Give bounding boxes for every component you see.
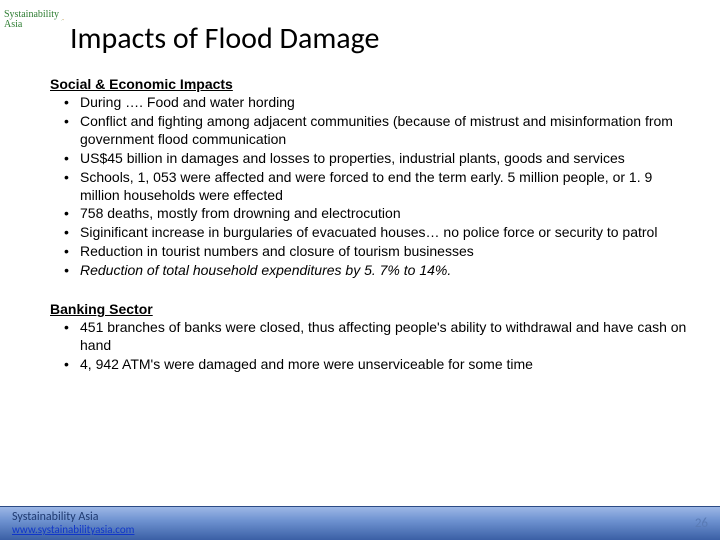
slide: Systainability Asia Impacts of Flood Dam… bbox=[0, 0, 720, 540]
list-item: During …. Food and water hording bbox=[64, 94, 692, 112]
list-item: Conflict and fighting among adjacent com… bbox=[64, 113, 692, 149]
list-item: 4, 942 ATM's were damaged and more were … bbox=[64, 356, 692, 374]
bullet-list: During …. Food and water hording Conflic… bbox=[50, 94, 692, 280]
bullet-list: 451 branches of banks were closed, thus … bbox=[50, 319, 692, 374]
logo-text-block: Systainability Asia bbox=[4, 10, 59, 30]
list-item: US$45 billion in damages and losses to p… bbox=[64, 150, 692, 168]
footer-left: Systainability Asia www.systainabilityas… bbox=[12, 511, 134, 536]
page-number: 26 bbox=[695, 516, 708, 531]
section-heading: Social & Economic Impacts bbox=[50, 76, 692, 92]
list-item: Siginificant increase in burgularies of … bbox=[64, 224, 692, 242]
footer-bar: Systainability Asia www.systainabilityas… bbox=[0, 506, 720, 540]
section-heading: Banking Sector bbox=[50, 301, 692, 317]
page-title: Impacts of Flood Damage bbox=[70, 20, 379, 57]
list-item: Reduction of total household expenditure… bbox=[64, 262, 692, 280]
logo-line2: Asia bbox=[4, 20, 59, 30]
footer-url: www.systainabilityasia.com bbox=[12, 524, 134, 536]
list-item: Schools, 1, 053 were affected and were f… bbox=[64, 169, 692, 205]
list-item: 758 deaths, mostly from drowning and ele… bbox=[64, 205, 692, 223]
logo: Systainability Asia bbox=[4, 4, 64, 36]
list-item: 451 branches of banks were closed, thus … bbox=[64, 319, 692, 355]
list-item: Reduction in tourist numbers and closure… bbox=[64, 243, 692, 261]
body-content: Social & Economic Impacts During …. Food… bbox=[50, 76, 692, 375]
arrow-icon bbox=[61, 11, 64, 29]
